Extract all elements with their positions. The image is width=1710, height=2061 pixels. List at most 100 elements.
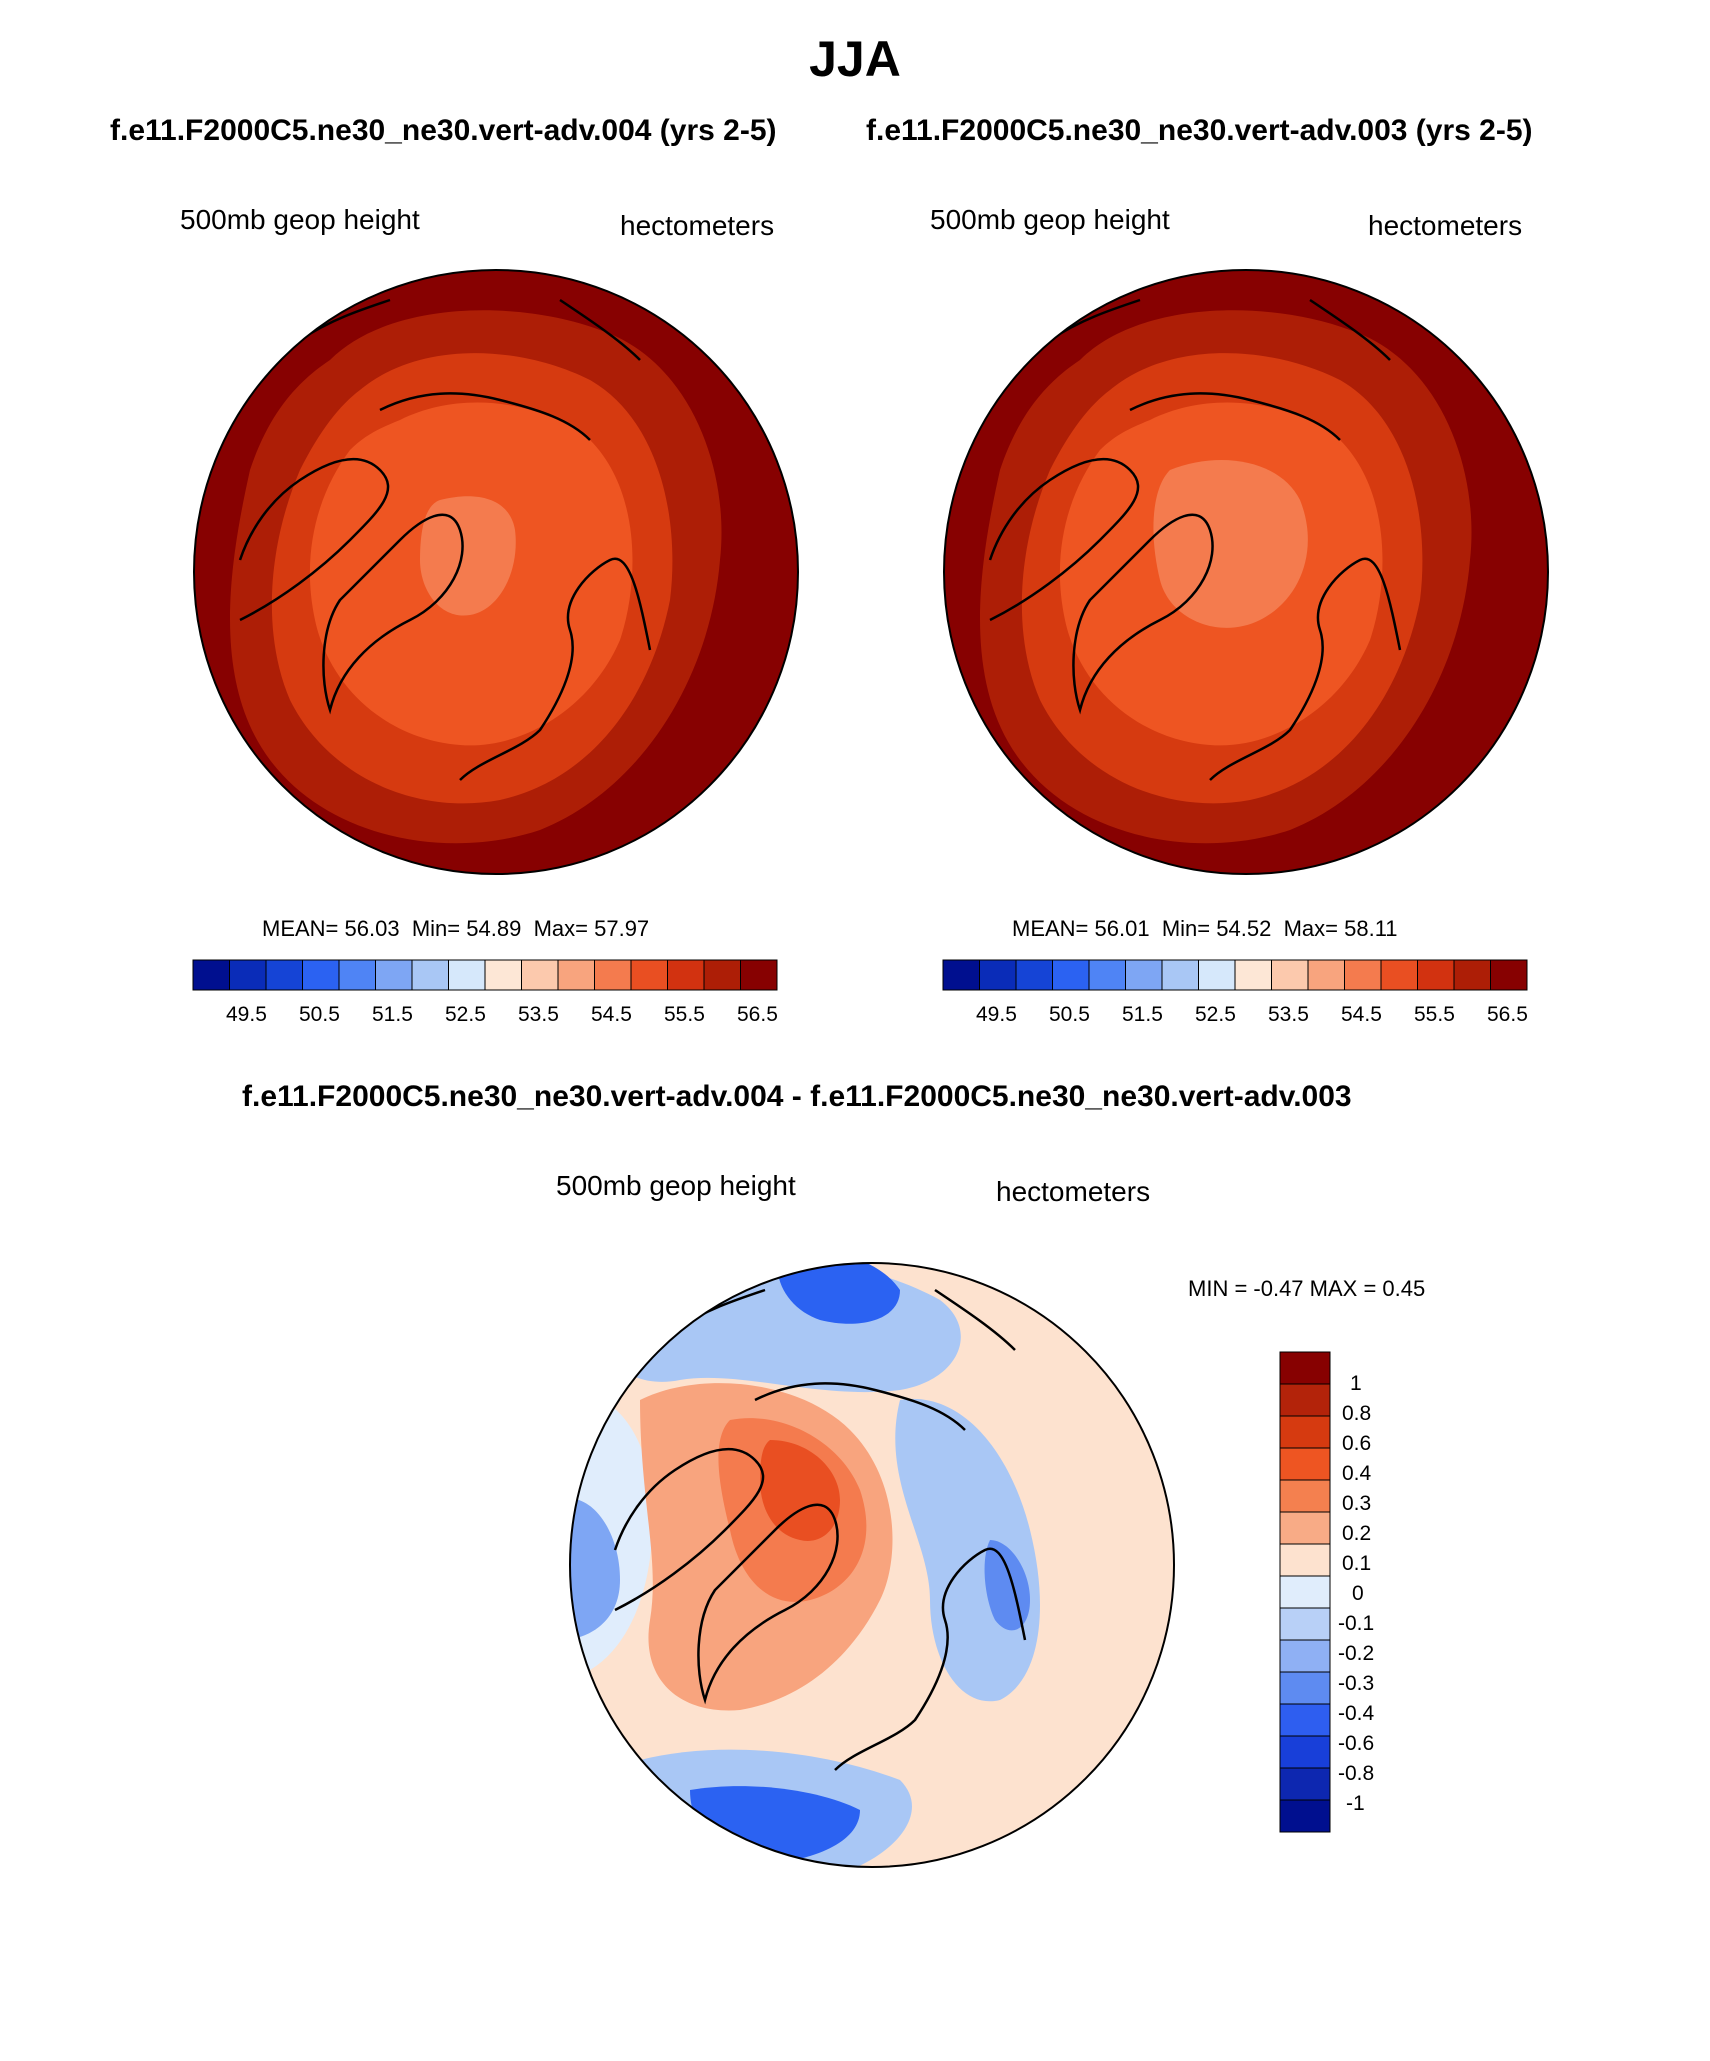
- panel2-colorbar-tick: 56.5: [1487, 1003, 1528, 1026]
- panel1-colorbar-swatch: [521, 959, 559, 991]
- panel2-min-label: Min=: [1161, 916, 1211, 941]
- panel2-polar-map: [944, 270, 1548, 874]
- panel2-colorbar: [942, 959, 1528, 991]
- diff-minmax: MIN = -0.47 MAX = 0.45: [1188, 1276, 1426, 1301]
- diff-colorbar-swatch: [1279, 1639, 1331, 1673]
- panel1-colorbar-swatch: [265, 959, 303, 991]
- diff-field-pos-strong: [760, 1440, 840, 1541]
- panel1-colorbar-tick: 56.5: [737, 1003, 778, 1026]
- diff-colorbar-swatch: [1279, 1703, 1331, 1737]
- panel1-colorbar-tick: 49.5: [226, 1003, 267, 1026]
- panel1-variable-label: 500mb geop height: [180, 204, 420, 235]
- panel1-colorbar: [192, 959, 778, 991]
- diff-coastlines: [613, 1288, 1027, 1771]
- diff-field-neg-mid-east: [984, 1540, 1030, 1631]
- panel1-colorbar-tick: 55.5: [664, 1003, 705, 1026]
- diff-field-background: [570, 1263, 1174, 1867]
- panel2-colorbar-swatch: [1161, 959, 1199, 991]
- panel2-colorbar-tick: 53.5: [1268, 1003, 1309, 1026]
- panel2-colorbar-swatch: [1344, 959, 1382, 991]
- diff-field-pos-weak: [640, 1383, 893, 1711]
- panel1-colorbar-swatch: [375, 959, 413, 991]
- diff-colorbar-swatch: [1279, 1671, 1331, 1705]
- diff-colorbar-tick: 1: [1350, 1372, 1362, 1395]
- figure-title: JJA: [809, 31, 901, 87]
- diff-colorbar-swatch: [1279, 1607, 1331, 1641]
- panel2-colorbar-swatch: [1088, 959, 1126, 991]
- diff-field-neg-strong-north: [777, 1263, 900, 1324]
- diff-polar-map: [570, 1263, 1174, 1867]
- panel1-max-label: Max=: [533, 916, 588, 941]
- panel2-colorbar-swatch: [1125, 959, 1163, 991]
- diff-map-border: [569, 1262, 1175, 1868]
- panel1-colorbar-swatch: [667, 959, 705, 991]
- panel1-colorbar-swatch: [192, 959, 230, 991]
- diff-title: f.e11.F2000C5.ne30_ne30.vert-adv.004 - f…: [242, 1080, 1352, 1113]
- panel1-colorbar-swatch: [411, 959, 449, 991]
- panel1-colorbar-swatch: [703, 959, 741, 991]
- panel1-colorbar-tick: 50.5: [299, 1003, 340, 1026]
- diff-colorbar-swatch: [1279, 1767, 1331, 1801]
- diff-colorbar-tick: -1: [1346, 1792, 1365, 1815]
- panel2-max-value: 58.11: [1344, 916, 1398, 941]
- panel1-field-level1: [420, 496, 516, 616]
- panel1-colorbar-tick: 52.5: [445, 1003, 486, 1026]
- panel1-colorbar-swatch: [229, 959, 267, 991]
- panel2-mean-label: MEAN=: [1012, 916, 1089, 941]
- diff-field-neg-west: [570, 1394, 653, 1680]
- diff-colorbar-tick: 0.8: [1342, 1402, 1372, 1425]
- diff-field-neg-mid-west: [570, 1498, 620, 1640]
- diff-colorbar-swatch: [1279, 1415, 1331, 1449]
- panel2-colorbar-swatch: [1307, 959, 1345, 991]
- panel2-units-label: hectometers: [1368, 210, 1523, 241]
- panel1-stats: MEAN= 56.03 Min= 54.89 Max= 57.97: [262, 916, 649, 942]
- panel1-field-level3: [271, 353, 673, 804]
- diff-colorbar: [1279, 1351, 1331, 1833]
- panel2-colorbar-swatch: [1490, 959, 1528, 991]
- panel1-colorbar-tick: 51.5: [372, 1003, 413, 1026]
- panel2-colorbar-tick: 55.5: [1414, 1003, 1455, 1026]
- diff-colorbar-tick: -0.6: [1338, 1732, 1375, 1755]
- panel2-colorbar-swatch: [1380, 959, 1418, 991]
- panel1-case-title: f.e11.F2000C5.ne30_ne30.vert-adv.004 (yr…: [110, 114, 777, 147]
- panel1-mean-label: MEAN=: [262, 916, 339, 941]
- panel1-colorbar-swatch: [302, 959, 340, 991]
- diff-variable-label: 500mb geop height: [556, 1170, 796, 1201]
- panel2-colorbar-tick: 52.5: [1195, 1003, 1236, 1026]
- panel2-colorbar-swatch: [1453, 959, 1491, 991]
- diff-colorbar-swatch: [1279, 1799, 1331, 1833]
- panel1-coastlines: [238, 298, 652, 781]
- panel1-colorbar-swatch: [630, 959, 668, 991]
- panel2-colorbar-swatch: [1271, 959, 1309, 991]
- panel2-max-label: Max=: [1283, 916, 1338, 941]
- panel2-colorbar-swatch: [1015, 959, 1053, 991]
- panel1-colorbar-swatch: [740, 959, 778, 991]
- panel2-colorbar-swatch: [1198, 959, 1236, 991]
- panel2-colorbar-swatch: [1052, 959, 1090, 991]
- panel1-colorbar-swatch: [594, 959, 632, 991]
- panel1-field-level2: [309, 402, 633, 746]
- diff-colorbar-tick: 0: [1352, 1582, 1364, 1605]
- diff-colorbar-tick: -0.4: [1338, 1702, 1375, 1725]
- panel2-colorbar-tick: 50.5: [1049, 1003, 1090, 1026]
- diff-field-neg-strong-south: [690, 1786, 860, 1865]
- panel1-field-level5: [194, 270, 798, 874]
- diff-colorbar-swatch: [1279, 1543, 1331, 1577]
- panel2-colorbar-tick: 54.5: [1341, 1003, 1382, 1026]
- panel2-colorbar-swatch: [979, 959, 1017, 991]
- panel2-map-border: [943, 269, 1549, 875]
- panel2-field-level4: [980, 310, 1472, 844]
- diff-field-pos-mid: [718, 1418, 867, 1602]
- panel2-field-level3: [1021, 353, 1423, 804]
- panel1-colorbar-swatch: [338, 959, 376, 991]
- diff-colorbar-tick: 0.1: [1342, 1552, 1372, 1575]
- panel1-min-value: 54.89: [466, 916, 522, 941]
- panel1-map-border: [193, 269, 799, 875]
- diff-colorbar-tick: -0.3: [1338, 1672, 1375, 1695]
- diff-units-label: hectometers: [996, 1176, 1151, 1207]
- diff-colorbar-tick: 0.4: [1342, 1462, 1372, 1485]
- diff-colorbar-swatch: [1279, 1575, 1331, 1609]
- panel1-colorbar-swatch: [484, 959, 522, 991]
- diff-field-neg-east: [895, 1398, 1040, 1702]
